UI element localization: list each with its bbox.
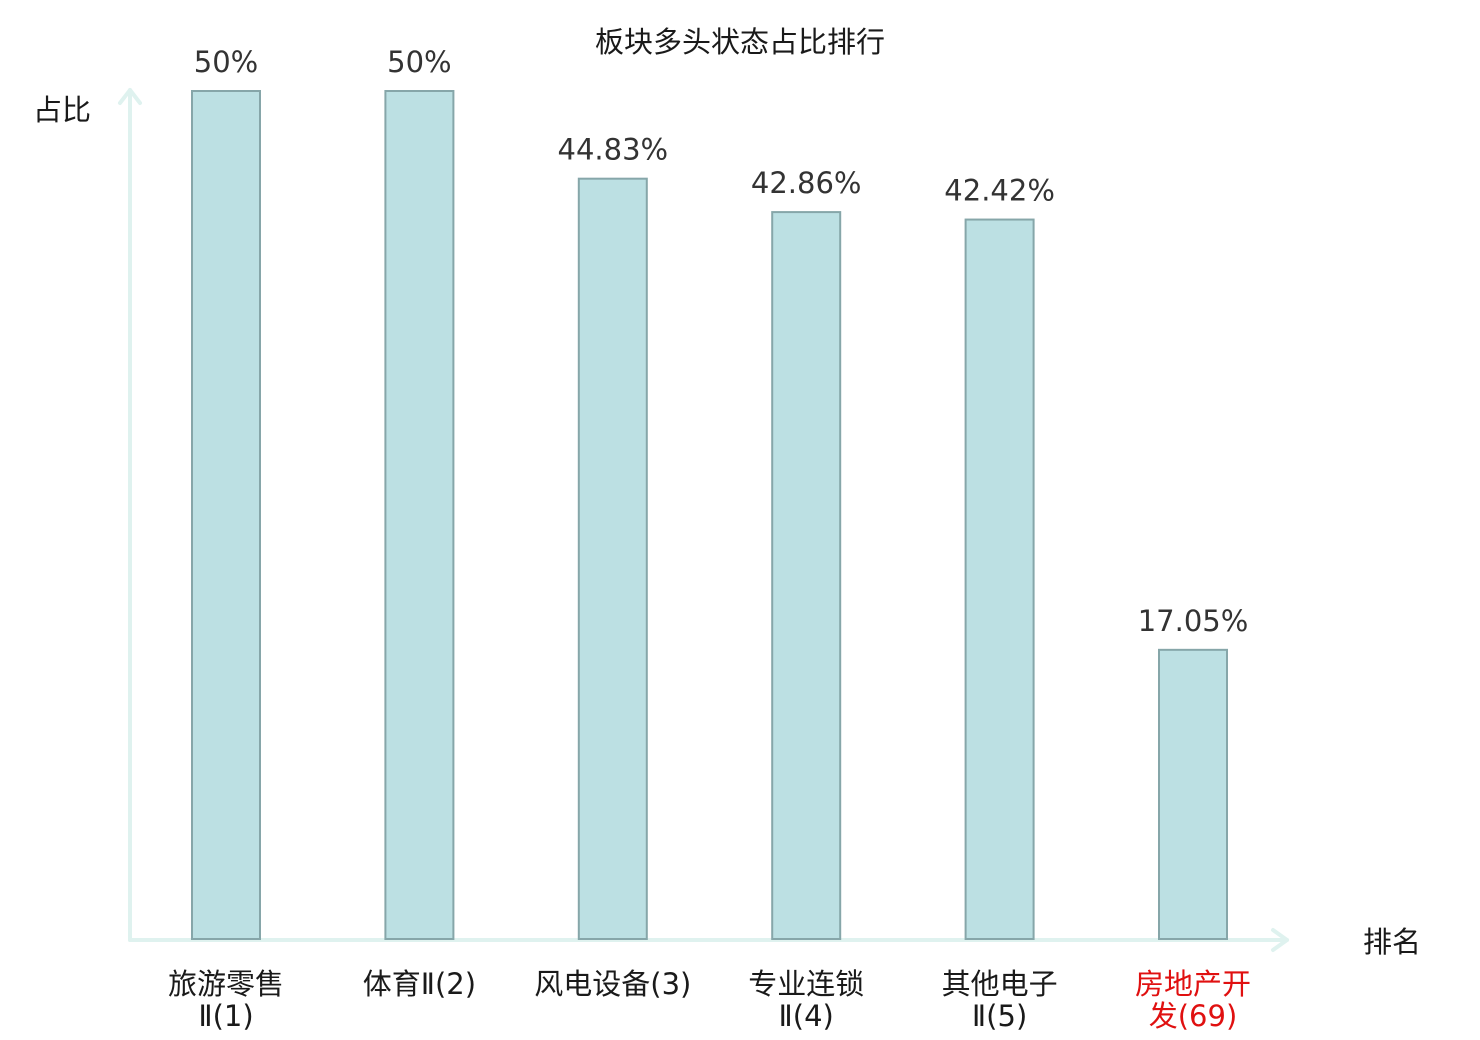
x-axis-arrowhead [1271, 928, 1289, 952]
data-label: 44.83% [558, 133, 669, 167]
x-axis-label: 排名 [1363, 925, 1421, 959]
data-label: 50% [194, 45, 258, 79]
x-tick-label-line2: Ⅱ(5) [972, 999, 1027, 1033]
x-tick-label: 体育Ⅱ(2) [363, 967, 476, 1001]
bar [964, 218, 1035, 940]
x-tick-label: 旅游零售 [168, 967, 284, 1001]
x-tick-label-line2: Ⅱ(1) [198, 999, 253, 1033]
data-label: 42.86% [751, 166, 862, 200]
bar [384, 90, 455, 940]
data-label: 17.05% [1138, 604, 1249, 638]
data-label: 42.42% [944, 174, 1055, 208]
data-label: 50% [387, 45, 451, 79]
bar [1158, 648, 1228, 940]
x-tick-label: 房地产开 [1135, 967, 1251, 1001]
x-tick-label: 专业连锁 [748, 967, 864, 1001]
x-tick-label: 风电设备(3) [534, 967, 691, 1001]
y-axis-label: 占比 [33, 93, 91, 127]
bar [771, 211, 842, 940]
x-tick-label-line2: Ⅱ(4) [779, 999, 834, 1033]
x-tick-label-line2: 发(69) [1149, 999, 1238, 1033]
x-tick-label: 其他电子 [942, 967, 1058, 1001]
chart-title: 板块多头状态占比排行 [595, 25, 885, 59]
bar [191, 90, 261, 940]
bar [577, 177, 648, 940]
